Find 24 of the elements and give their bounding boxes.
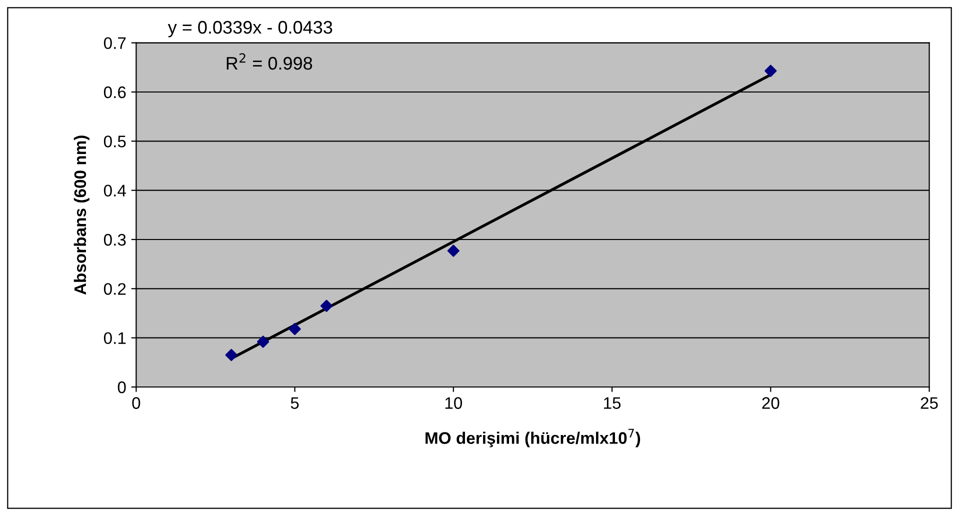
y-tick-label: 0.2 — [104, 283, 126, 295]
annotation: R$^{2}$ = 0.998 — [226, 53, 312, 70]
x-axis-title: MO derişimi (hücre/mlx10$^{7}$) — [426, 428, 640, 448]
text: y = 0.0339x - 0.0433 — [168, 20, 332, 38]
y-tick-label: 0.3 — [104, 234, 126, 246]
point — [225, 348, 238, 362]
y-tick-label: 0.4 — [104, 184, 126, 197]
x-tick-label: 0 — [132, 397, 140, 409]
x-tick-label: 5 — [290, 397, 299, 409]
y-tick-label: 0.6 — [104, 86, 126, 98]
y-axis-title: Absorbans (600 nm) — [74, 136, 90, 295]
point — [320, 300, 333, 312]
point — [288, 322, 301, 336]
point — [447, 244, 460, 257]
point — [257, 336, 270, 348]
point — [764, 64, 777, 77]
x-tick-label: 15 — [604, 397, 621, 409]
x-tick-label: 20 — [762, 397, 780, 409]
y-tick-label: 0.7 — [104, 37, 126, 50]
y-tick-label: 0 — [118, 381, 126, 394]
y-tick-label: 0.5 — [104, 136, 126, 148]
y-tick-label: 0.1 — [104, 332, 126, 344]
x-tick-label: 25 — [920, 397, 938, 409]
x-tick-label: 10 — [445, 397, 462, 409]
